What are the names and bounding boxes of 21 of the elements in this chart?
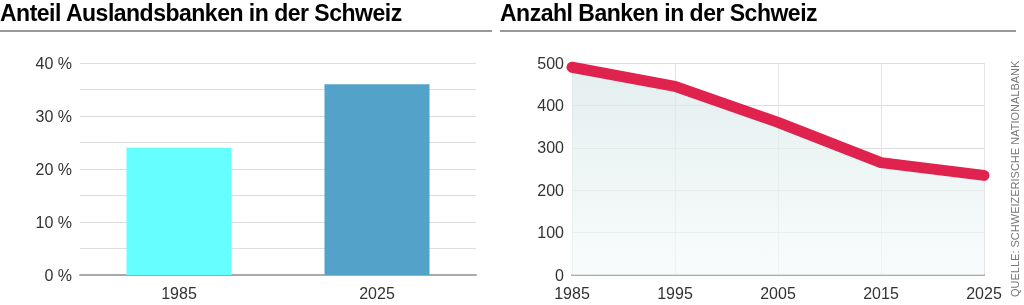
x-tick-label: 1985 <box>161 284 197 302</box>
y-tick-label: 0 % <box>44 266 72 284</box>
y-tick-label: 20 % <box>35 160 72 178</box>
x-tick-label: 1995 <box>657 284 693 302</box>
chart-title: Anzahl Banken in der Schweiz <box>500 0 1016 32</box>
y-tick-label: 500 <box>537 54 565 72</box>
x-tick-label: 1985 <box>554 284 590 302</box>
x-tick-label: 2025 <box>966 284 1002 302</box>
x-tick-label: 2005 <box>760 284 796 302</box>
y-tick-label: 0 <box>555 266 565 284</box>
y-tick-label: 40 % <box>35 54 72 72</box>
y-tick-label: 30 % <box>35 107 72 125</box>
source-note: QUELLE: SCHWEIZERISCHE NATIONALBANK <box>1008 59 1021 297</box>
y-tick-label: 200 <box>537 181 565 199</box>
chart-title: Anteil Auslandsbanken in der Schweiz <box>0 0 492 32</box>
y-tick-label: 300 <box>537 139 565 157</box>
y-tick-label: 400 <box>537 96 565 114</box>
x-tick-label: 2015 <box>863 284 899 302</box>
x-tick-label: 2025 <box>359 284 395 302</box>
y-tick-label: 100 <box>537 224 565 242</box>
y-tick-label: 10 % <box>35 213 72 231</box>
